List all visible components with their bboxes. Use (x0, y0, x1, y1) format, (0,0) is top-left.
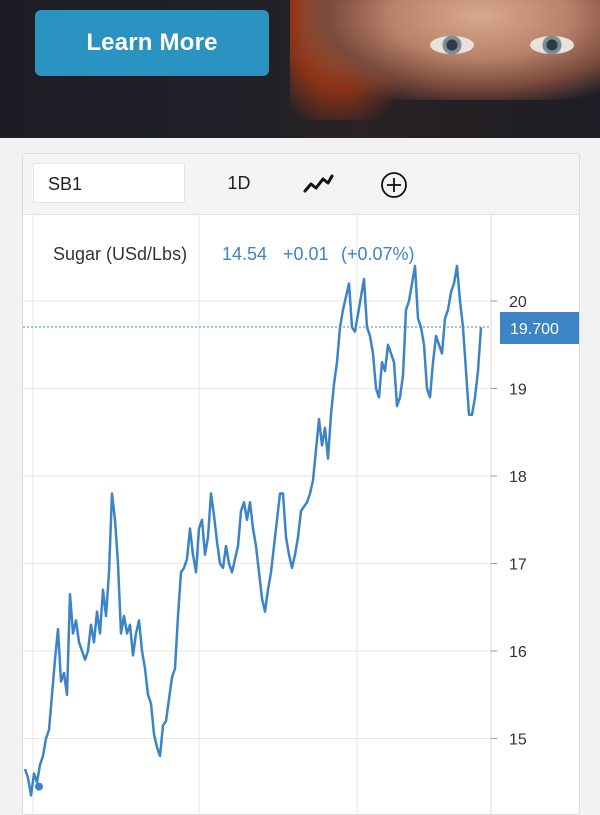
ad-image-eye (430, 36, 474, 54)
plus-circle-icon[interactable] (379, 170, 409, 200)
legend-change-percent: (+0.07%) (341, 244, 415, 264)
price-chart[interactable]: 20 19 18 17 16 15 Sugar (USd/Lbs) 14.54 +0.01… (23, 154, 579, 814)
ad-image-eye (530, 36, 574, 54)
symbol-search-input[interactable]: SB1 (33, 163, 185, 203)
y-axis-ticks: 20 19 18 17 16 15 (491, 294, 527, 749)
series-start-marker (35, 782, 43, 791)
legend-price: 14.54 (222, 244, 267, 264)
legend-change: +0.01 (283, 244, 329, 264)
interval-button[interactable]: 1D (227, 173, 251, 193)
last-price-tag-bg (500, 312, 579, 344)
chart-widget: SB1 1D 20 19 18 17 16 15 Sugar (USd/Lbs) 14.5… (22, 153, 580, 815)
price-series-line (23, 264, 483, 797)
line-chart-icon[interactable] (301, 170, 335, 198)
learn-more-button[interactable]: Learn More (35, 10, 269, 76)
y-tick-label: 15 (509, 732, 527, 749)
chart-toolbar: SB1 1D (23, 154, 579, 215)
y-tick-label: 20 (509, 294, 527, 311)
advertisement-banner[interactable]: Learn More (0, 0, 600, 138)
y-tick-label: 19 (509, 382, 527, 399)
chart-legend: Sugar (USd/Lbs) 14.54 +0.01 (+0.07%) (53, 244, 415, 264)
chart-grid (23, 214, 492, 814)
last-price-label: 19.700 (510, 321, 559, 338)
last-price-tag: 19.700 (500, 312, 579, 344)
y-tick-label: 18 (509, 469, 527, 486)
y-tick-label: 16 (509, 644, 527, 661)
legend-instrument-name: Sugar (USd/Lbs) (53, 244, 187, 264)
y-tick-label: 17 (509, 557, 527, 574)
chart-series (23, 264, 483, 797)
